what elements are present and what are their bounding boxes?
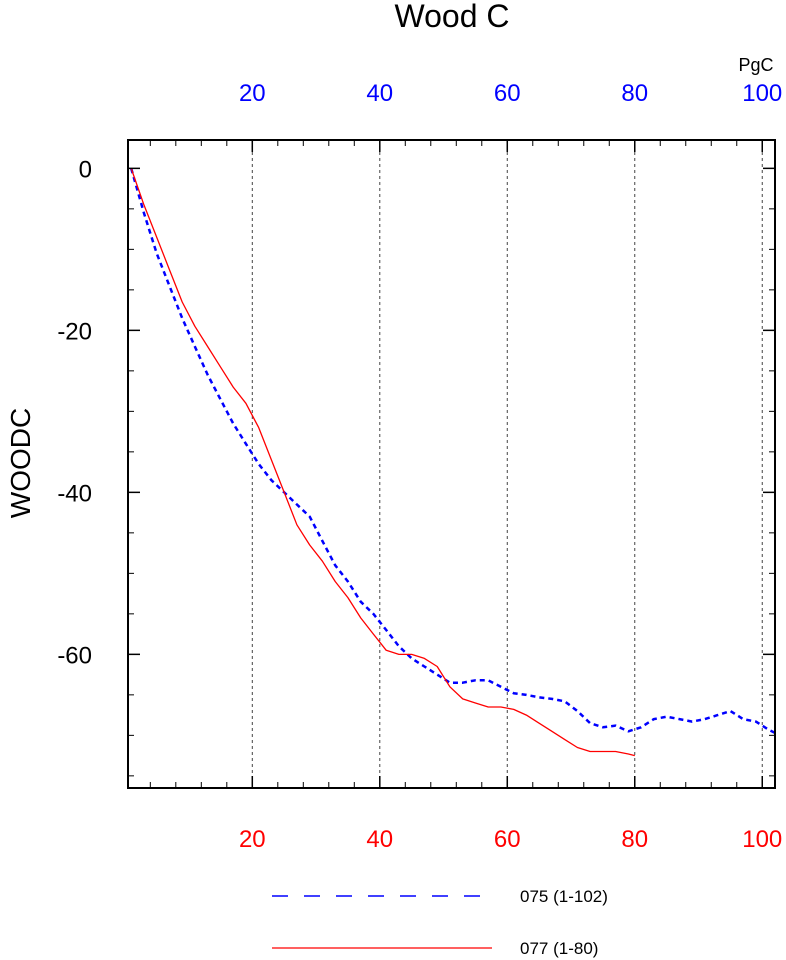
top-axis-unit: PgC [738, 55, 773, 75]
y-tick-labels: 0 -20 -40 -60 [57, 156, 92, 669]
legend-label-077: 077 (1-80) [520, 939, 598, 958]
legend: 075 (1-102) 077 (1-80) [272, 887, 608, 958]
x-tick-labels-bottom: 20 40 60 80 100 [239, 826, 782, 853]
x-tick-label-bottom: 100 [742, 826, 782, 853]
x-tick-label-top: 60 [494, 80, 521, 107]
y-tick-label: -40 [57, 480, 92, 507]
plot-frame [127, 139, 776, 789]
series-layer [129, 168, 776, 757]
axis-ticks [128, 140, 775, 788]
grid-lines [251, 140, 763, 788]
x-tick-label-top: 80 [621, 80, 648, 107]
x-tick-label-top: 40 [366, 80, 393, 107]
y-tick-label: 0 [79, 156, 92, 183]
legend-label-075: 075 (1-102) [520, 887, 608, 906]
x-tick-label-bottom: 60 [494, 826, 521, 853]
x-tick-label-top: 20 [239, 80, 266, 107]
x-tick-label-top: 100 [742, 80, 782, 107]
x-tick-label-bottom: 40 [366, 826, 393, 853]
series-line-077 [130, 168, 635, 757]
chart-title: Wood C [394, 0, 509, 34]
x-tick-label-bottom: 80 [621, 826, 648, 853]
y-tick-label: -20 [57, 318, 92, 345]
x-tick-labels-top: 20 40 60 80 100 [239, 80, 782, 107]
x-tick-label-bottom: 20 [239, 826, 266, 853]
y-tick-label: -60 [57, 642, 92, 669]
y-axis-label: WOODC [5, 408, 36, 518]
series-line-075 [129, 168, 776, 735]
